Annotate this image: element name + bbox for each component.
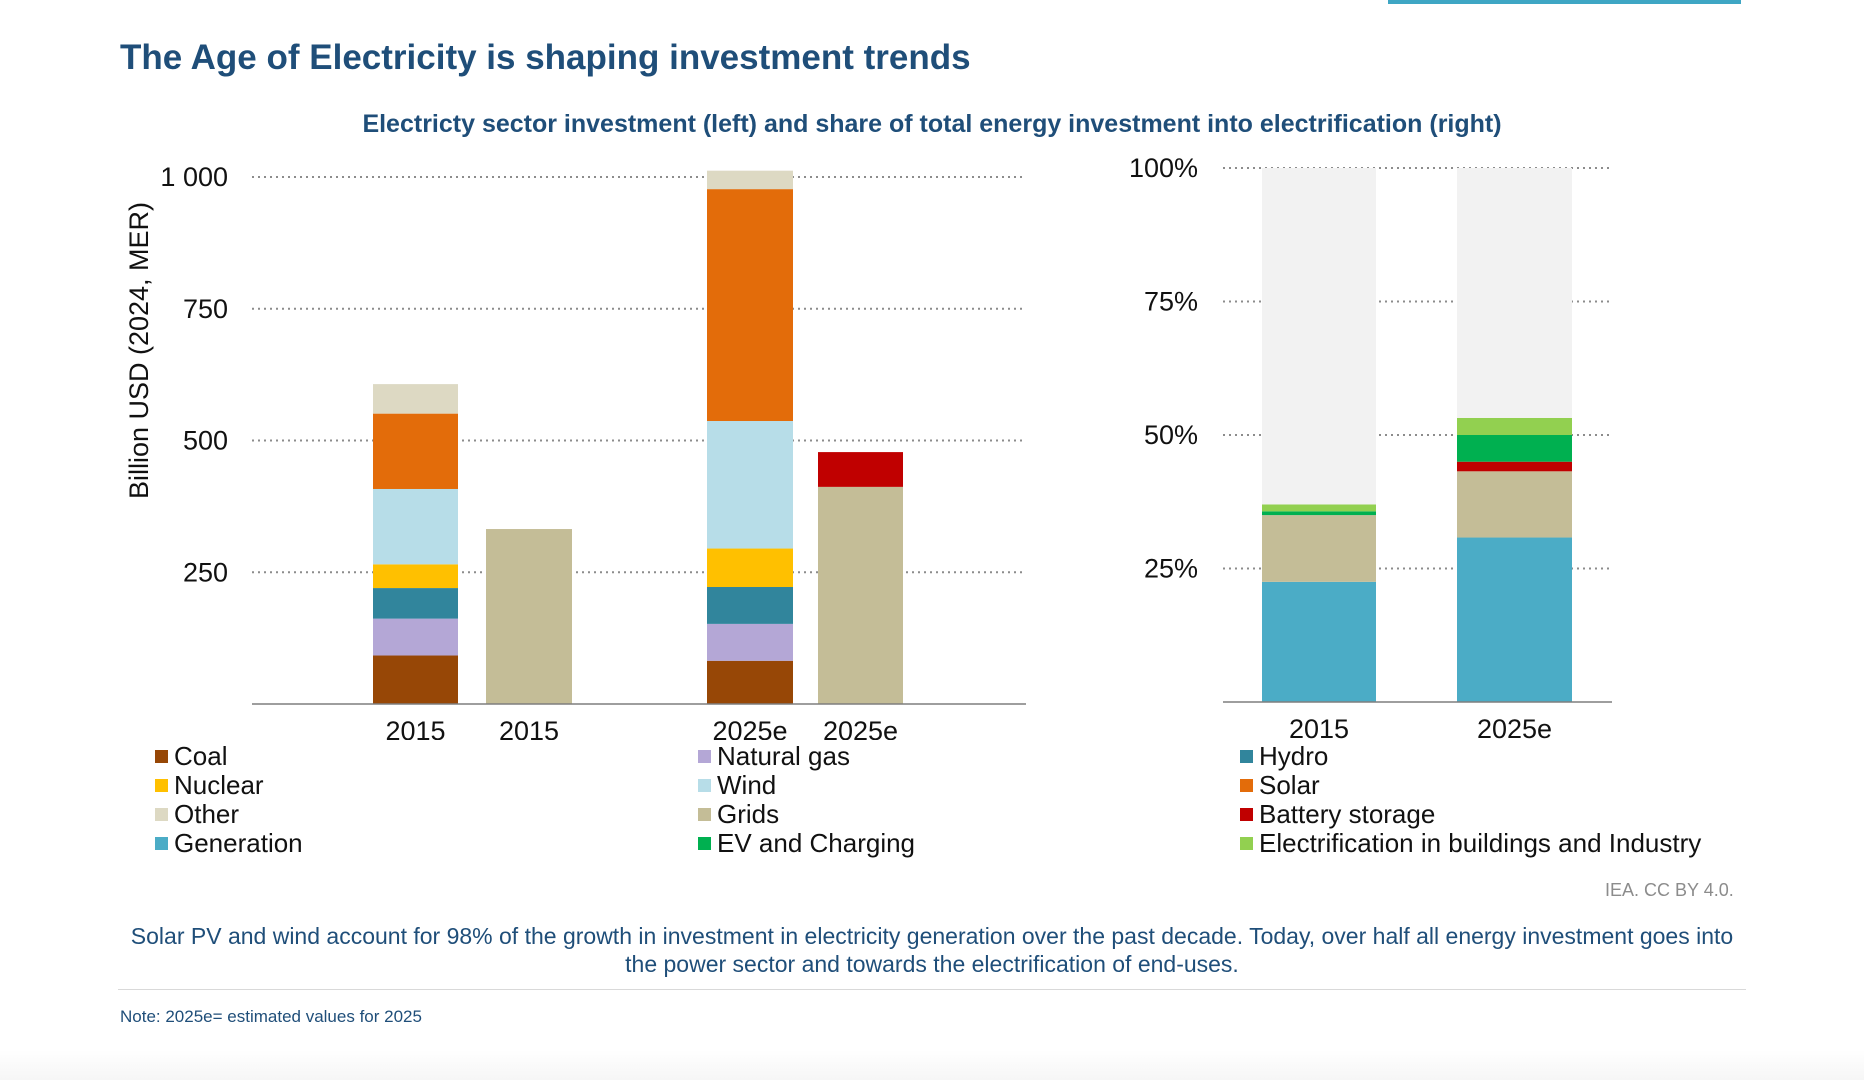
legend-swatch xyxy=(155,837,168,850)
top-accent-bar xyxy=(1388,0,1741,4)
chart-subtitle: Electricty sector investment (left) and … xyxy=(362,110,1502,138)
bar-segment-remainder-1-0 xyxy=(1262,168,1376,505)
bar-segment-wind-0-2 xyxy=(707,421,793,549)
y-tick-label-1-1: 50% xyxy=(1144,420,1198,450)
bar-segment-grids-0-1 xyxy=(486,529,572,704)
legend-item-grids: Grids xyxy=(698,800,779,829)
x-tick-label-0-0: 2015 xyxy=(385,716,445,740)
bar-segment-electrification-in-buildings-and-industry-1-1 xyxy=(1457,417,1572,435)
y-tick-label-1-0: 25% xyxy=(1144,554,1198,584)
bar-segment-remainder-1-1 xyxy=(1457,168,1572,418)
x-tick-label-0-2: 2025e xyxy=(712,716,787,740)
bar-segment-hydro-0-2 xyxy=(707,587,793,624)
legend-item-nuclear: Nuclear xyxy=(155,771,264,800)
credit-text: IEA. CC BY 4.0. xyxy=(1605,880,1734,900)
y-tick-label-1-2: 75% xyxy=(1144,287,1198,317)
legend-item-other: Other xyxy=(155,800,239,829)
bar-segment-electrification-in-buildings-and-industry-1-0 xyxy=(1262,504,1376,512)
bar-segment-hydro-0-0 xyxy=(373,588,458,619)
legend-label: Electrification in buildings and Industr… xyxy=(1259,828,1702,858)
bar-segment-battery-storage-0-3 xyxy=(818,452,903,487)
legend-swatch xyxy=(1240,750,1253,763)
bar-segment-wind-0-0 xyxy=(373,488,458,565)
legend-label: Battery storage xyxy=(1259,799,1436,829)
caption-text: Solar PV and wind account for 98% of the… xyxy=(130,923,1734,977)
legend-label: Natural gas xyxy=(717,741,850,771)
legend-item-electrification-in-buildings-and-industry: Electrification in buildings and Industr… xyxy=(1240,829,1701,858)
legend-swatch xyxy=(698,750,711,763)
legend-label: EV and Charging xyxy=(717,828,916,858)
legend-swatch xyxy=(155,808,168,821)
legend-item-coal: Coal xyxy=(155,742,227,771)
bar-segment-other-0-2 xyxy=(707,170,793,190)
legend-item-ev-and-charging: EV and Charging xyxy=(698,829,915,858)
charts-svg: 250 500 750 1 000 2015 2015 2025e 2025e Billion … xyxy=(124,153,1612,740)
x-tick-label-1-1: 2025e xyxy=(1477,714,1552,740)
legend-swatch xyxy=(698,808,711,821)
y-tick-label-0-0: 250 xyxy=(183,557,228,587)
x-tick-label-0-3: 2025e xyxy=(823,716,898,740)
bar-segment-natural-gas-0-2 xyxy=(707,623,793,661)
legend-item-wind: Wind xyxy=(698,771,776,800)
legend-label: Nuclear xyxy=(174,770,264,800)
legend-item-natural-gas: Natural gas xyxy=(698,742,850,771)
bar-segment-battery-storage-1-1 xyxy=(1457,461,1572,472)
bar-segment-grids-1-0 xyxy=(1262,515,1376,582)
y-tick-label-0-1: 500 xyxy=(183,426,228,456)
bar-segment-natural-gas-0-0 xyxy=(373,618,458,656)
y-tick-label-1-3: 100% xyxy=(1129,153,1198,183)
legend-swatch xyxy=(698,837,711,850)
divider xyxy=(118,989,1746,990)
legend-item-solar: Solar xyxy=(1240,771,1320,800)
y-tick-label-0-3: 1 000 xyxy=(160,162,228,192)
legend-swatch xyxy=(155,779,168,792)
bar-segment-grids-0-3 xyxy=(818,486,903,704)
legend-item-battery-storage: Battery storage xyxy=(1240,800,1435,829)
bar-segment-coal-0-0 xyxy=(373,655,458,704)
bar-segment-coal-0-2 xyxy=(707,660,793,704)
note-text: Note: 2025e= estimated values for 2025 xyxy=(120,1007,422,1026)
legend-swatch xyxy=(1240,779,1253,792)
legend-item-generation: Generation xyxy=(155,829,303,858)
bar-segment-nuclear-0-2 xyxy=(707,548,793,588)
legend-swatch xyxy=(155,750,168,763)
bar-segment-generation-1-0 xyxy=(1262,581,1376,702)
bar-segment-solar-0-0 xyxy=(373,413,458,489)
bar-segment-solar-0-2 xyxy=(707,189,793,422)
legend-label: Wind xyxy=(717,770,777,800)
bottom-band xyxy=(0,1050,1864,1080)
legend-swatch xyxy=(1240,837,1253,850)
x-tick-label-1-0: 2015 xyxy=(1289,714,1349,740)
legend-label: Hydro xyxy=(1259,741,1329,771)
legend-label: Other xyxy=(174,799,240,829)
x-tick-label-0-1: 2015 xyxy=(499,716,559,740)
y-tick-label-0-2: 750 xyxy=(183,294,228,324)
y-axis-label-0: Billion USD (2024, MER) xyxy=(124,202,154,499)
legend: Coal Natural gas Hydro Nuclear Wind Solar Othe… xyxy=(0,742,1864,862)
legend-label: Grids xyxy=(717,799,780,829)
legend-label: Coal xyxy=(174,741,228,771)
bar-segment-other-0-0 xyxy=(373,384,458,414)
bar-segment-ev-and-charging-1-1 xyxy=(1457,435,1572,462)
bar-segment-generation-1-1 xyxy=(1457,537,1572,702)
bar-segment-ev-and-charging-1-0 xyxy=(1262,511,1376,516)
legend-item-hydro: Hydro xyxy=(1240,742,1328,771)
bar-segment-grids-1-1 xyxy=(1457,471,1572,538)
legend-swatch xyxy=(698,779,711,792)
legend-label: Solar xyxy=(1259,770,1320,800)
page-title: The Age of Electricity is shaping invest… xyxy=(120,38,971,77)
legend-label: Generation xyxy=(174,828,303,858)
bar-segment-nuclear-0-0 xyxy=(373,564,458,589)
legend-swatch xyxy=(1240,808,1253,821)
